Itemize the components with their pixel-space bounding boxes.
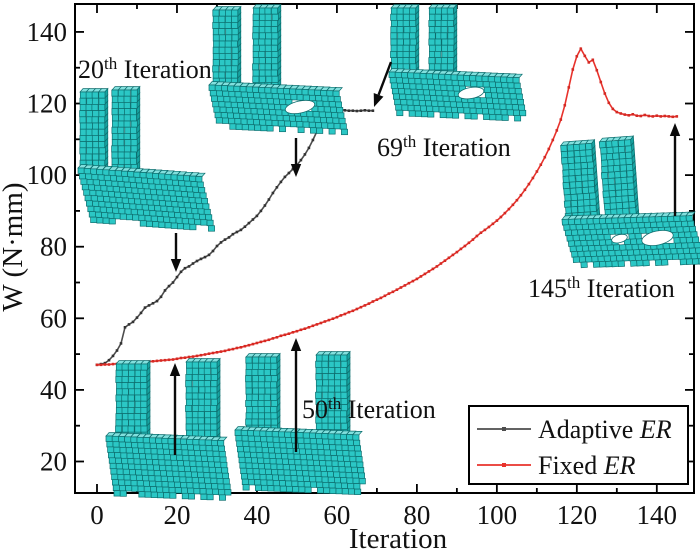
x-tick-label: 40: [243, 500, 270, 530]
x-tick-label: 20: [163, 500, 190, 530]
x-tick-label: 100: [477, 500, 518, 530]
y-tick-label: 100: [27, 160, 68, 190]
y-tick-label: 60: [40, 303, 67, 333]
inset-topology-fixed-20th: [105, 357, 232, 501]
y-tick-label: 20: [40, 446, 67, 476]
x-axis-title: Iteration: [349, 523, 448, 551]
inset-topology-adaptive-69th: [388, 3, 527, 122]
arrow-fixed-145: [669, 123, 681, 216]
arrow-adaptive-69: [373, 61, 393, 107]
legend-label: Fixed ER: [538, 451, 636, 480]
legend-box: [468, 405, 689, 485]
arrow-fixed-50: [290, 338, 302, 452]
inset-topology-fixed-145th: [560, 135, 700, 269]
x-tick-label: 80: [403, 500, 430, 530]
x-tick-label: 120: [557, 500, 598, 530]
arrow-adaptive-20: [170, 233, 182, 272]
y-tick-label: 40: [40, 375, 67, 405]
legend-label: Adaptive ER: [538, 415, 672, 444]
arrow-fixed-20: [169, 363, 181, 455]
x-tick-label: 60: [323, 500, 350, 530]
legend-entry-fixed: Fixed ER: [477, 451, 636, 480]
inset-topology-adaptive-20th: [77, 85, 215, 232]
y-tick-label: 80: [40, 232, 67, 262]
y-axis-title: W (N·mm): [0, 182, 29, 311]
inset-topology-fixed-50th: [234, 350, 366, 495]
series-fixed-er: [95, 47, 679, 367]
label-50th-iteration: 50th Iteration: [302, 394, 436, 424]
label-69th-iteration: 69th Iteration: [377, 132, 511, 162]
y-tick-label: 120: [27, 89, 68, 119]
inset-topology-adaptive-50th: [208, 3, 348, 136]
axes-frame: 0 20 40 60 80 100 120 140 20 40 60 80 100 120 140: [27, 3, 695, 530]
arrow-adaptive-50: [290, 138, 302, 177]
y-tick-label: 140: [27, 17, 68, 47]
x-tick-label: 0: [90, 500, 104, 530]
x-tick-label: 140: [637, 500, 678, 530]
legend-entry-adaptive: Adaptive ER: [477, 415, 672, 444]
legend: Adaptive ER Fixed ER: [468, 405, 689, 485]
annotation-labels: 20th Iteration 69th Iteration 50th Iterati…: [78, 54, 675, 424]
label-145th-iteration: 145th Iteration: [528, 273, 675, 303]
topology-insets: [77, 3, 700, 501]
annotation-arrows: [169, 61, 681, 455]
label-20th-iteration: 20th Iteration: [78, 54, 212, 84]
